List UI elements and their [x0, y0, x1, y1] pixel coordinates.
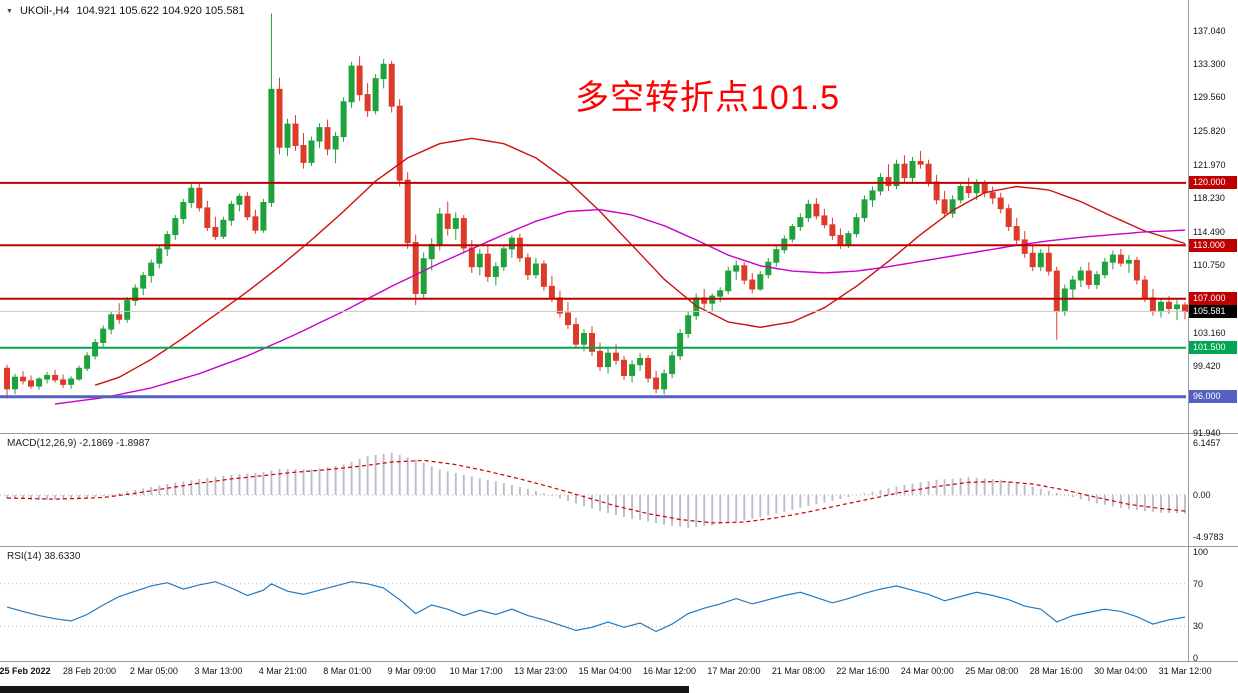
time-label: 17 Mar 20:00 — [707, 666, 761, 676]
time-label: 8 Mar 01:00 — [323, 666, 372, 676]
horizontal-lines — [0, 181, 1186, 399]
rsi-scale-label: 70 — [1193, 578, 1204, 589]
price-tag-120.000: 120.000 — [1189, 176, 1237, 190]
price-tag-96.000: 96.000 — [1189, 390, 1237, 404]
rsi-scale-label: 100 — [1193, 547, 1209, 557]
time-label: 22 Mar 16:00 — [836, 666, 890, 676]
time-label: 25 Feb 2022 — [0, 666, 51, 676]
bottom-scrollbar[interactable] — [0, 686, 689, 693]
price-scale-label: 137.040 — [1193, 25, 1226, 36]
price-scale-label: 99.420 — [1193, 360, 1221, 371]
price-scale-label: 114.490 — [1193, 226, 1225, 237]
rsi-pane[interactable] — [0, 547, 1186, 661]
chart-title: ▼ UKOil-,H4 104.921 105.622 104.920 105.… — [6, 5, 245, 17]
rsi-name: RSI(14) — [7, 551, 42, 562]
time-label: 24 Mar 00:00 — [900, 666, 954, 676]
price-scale-label: 125.820 — [1193, 125, 1226, 136]
price-tag-105.581: 105.581 — [1189, 304, 1237, 318]
time-label: 21 Mar 08:00 — [771, 666, 825, 676]
symbol-period-label: UKOil-,H4 — [19, 5, 70, 17]
price-scale-label: 129.560 — [1193, 92, 1226, 103]
time-label: 28 Mar 16:00 — [1029, 666, 1083, 676]
pane-borders — [0, 0, 1238, 662]
price-scale-label: 118.230 — [1193, 193, 1225, 204]
rsi-indicator-label: RSI(14) 38.6330 — [7, 551, 80, 562]
chart-annotation-text[interactable]: 多空转折点101.5 — [575, 79, 841, 117]
rsi-scale-label: 30 — [1193, 621, 1204, 632]
rsi-value: 38.6330 — [44, 551, 81, 562]
macd-name: MACD(12,26,9) — [7, 438, 77, 449]
ma-slow-line[interactable] — [55, 208, 1186, 405]
macd-indicator-label: MACD(12,26,9) -2.1869 -1.8987 — [7, 438, 150, 449]
time-label: 3 Mar 13:00 — [194, 666, 243, 676]
macd-scale-label: 6.1457 — [1193, 438, 1221, 449]
time-label: 30 Mar 04:00 — [1094, 666, 1148, 676]
time-label: 28 Feb 20:00 — [62, 666, 116, 676]
time-label: 2 Mar 05:00 — [129, 666, 178, 676]
chart-shift-icon: ▼ — [6, 7, 13, 15]
ma-fast-line[interactable] — [94, 137, 1186, 386]
macd-scale-label: 0.00 — [1193, 490, 1211, 500]
time-label: 15 Mar 04:00 — [578, 666, 632, 676]
time-label: 16 Mar 12:00 — [642, 666, 697, 676]
rsi-scale-label: 0 — [1193, 653, 1199, 663]
time-label: 4 Mar 21:00 — [258, 666, 307, 676]
macd-values: -2.1869 -1.8987 — [79, 438, 150, 449]
price-tag-101.500: 101.500 — [1189, 341, 1237, 355]
price-tag-107.000: 107.000 — [1189, 292, 1237, 306]
price-scale-label: 133.300 — [1193, 58, 1226, 69]
price-scale-label: 121.970 — [1193, 159, 1226, 170]
time-label: 9 Mar 09:00 — [387, 666, 436, 676]
macd-scale-label: -4.9783 — [1193, 532, 1224, 543]
time-label: 10 Mar 17:00 — [449, 666, 503, 676]
time-label: 13 Mar 23:00 — [514, 666, 568, 676]
price-axis[interactable]: 137.040 133.300 129.560 125.820 121.970 118.2… — [1189, 0, 1238, 663]
rsi-line — [6, 581, 1186, 633]
price-tag-113.000: 113.000 — [1189, 238, 1237, 252]
time-axis[interactable]: 25 Feb 2022 28 Feb 20:00 2 Mar 05:00 3 Mar … — [0, 663, 1238, 685]
price-scale-label: 103.160 — [1193, 327, 1226, 338]
macd-signal-line — [6, 459, 1186, 524]
price-scale-label: 110.750 — [1193, 259, 1225, 270]
time-label: 25 Mar 08:00 — [965, 666, 1019, 676]
price-scale-label: 91.940 — [1193, 427, 1221, 438]
ohlc-readout: 104.921 105.622 104.920 105.581 — [76, 5, 245, 17]
time-label: 31 Mar 12:00 — [1158, 666, 1212, 676]
